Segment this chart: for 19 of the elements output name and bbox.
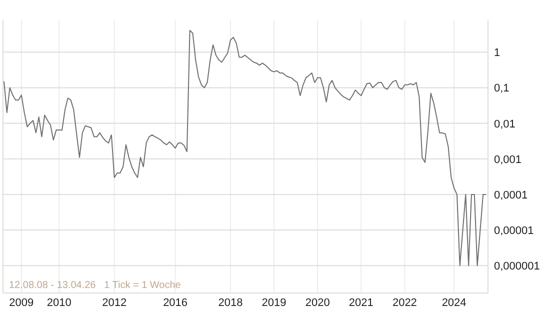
y-tick-label: 0,01: [494, 118, 516, 130]
x-tick-label: 2016: [163, 297, 188, 309]
x-tick-label: 2022: [392, 297, 417, 309]
y-tick-label: 1: [494, 47, 500, 60]
x-tick-label: 2024: [442, 297, 466, 309]
x-tick-label: 2018: [218, 297, 243, 309]
x-tick-label: 2009: [9, 297, 34, 309]
annotation: 12.08.08 - 13.04.26 1 Tick = 1 Woche: [9, 280, 182, 291]
line-series: [4, 30, 486, 266]
y-tick-label: 0,0001: [494, 189, 528, 202]
y-tick-label: 0,000001: [494, 260, 540, 273]
x-tick-label: 2021: [348, 297, 374, 309]
x-tick-label: 2019: [262, 297, 286, 309]
x-tick-label: 2010: [46, 297, 72, 309]
y-tick-label: 0,001: [494, 154, 522, 166]
x-tick-label: 2020: [305, 297, 330, 309]
y-tick-label: 0,00001: [494, 225, 534, 238]
y-tick-label: 0,1: [494, 82, 510, 95]
x-tick-label: 2012: [102, 297, 127, 309]
